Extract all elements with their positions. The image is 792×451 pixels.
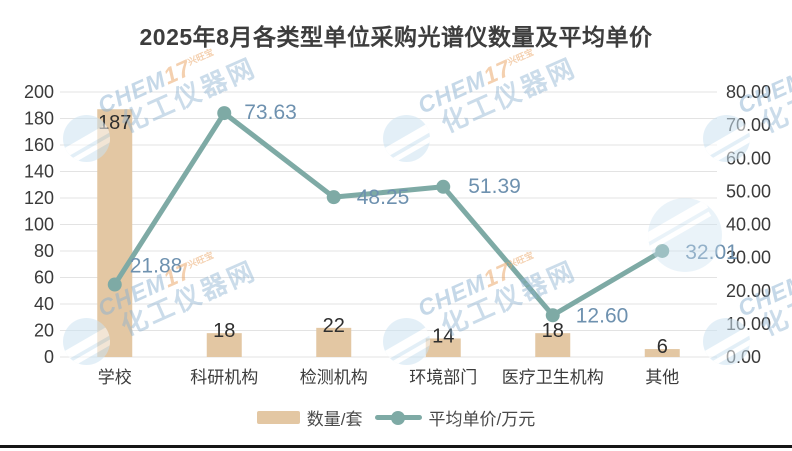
bar-value-label: 14 [432,325,454,347]
category-label: 科研机构 [190,368,258,387]
legend-line-dot-icon [391,410,405,425]
chart-title: 2025年8月各类型单位采购光谱仪数量及平均单价 [139,24,653,50]
bottom-divider [0,445,792,448]
legend: 数量/套 平均单价/万元 [0,405,792,430]
left-axis-tick: 40 [34,294,54,314]
category-label: 其他 [645,368,679,387]
bar-4 [535,333,571,357]
line-point-4 [545,308,560,323]
right-axis-tick: 70.00 [726,115,771,135]
line-value-label: 48.25 [357,186,410,209]
left-axis-tick: 100 [24,215,54,235]
right-axis-tick: 60.00 [726,148,771,168]
legend-avg-price-label: 平均单价/万元 [428,410,536,429]
right-axis-tick: 50.00 [726,181,771,201]
left-axis-tick: 20 [34,321,54,341]
bar-5 [644,349,680,357]
left-axis-tick: 120 [24,188,54,208]
left-axis-tick: 60 [34,268,54,288]
legend-item-avg-price[interactable]: 平均单价/万元 [374,405,536,430]
right-axis-tick: 40.00 [726,215,771,235]
left-axis-tick: 0 [44,347,54,367]
line-point-1 [217,106,232,121]
line-value-label: 21.88 [130,255,183,278]
legend-quantity-label: 数量/套 [306,410,363,429]
right-axis-tick: 80.00 [726,82,771,102]
bar-1 [206,333,242,357]
line-value-label: 12.60 [576,304,629,327]
line-point-5 [655,243,670,258]
category-label: 检测机构 [300,368,368,387]
legend-item-quantity[interactable]: 数量/套 [256,405,363,430]
right-axis-tick: 30.00 [726,248,771,268]
bar-value-label: 22 [323,315,345,337]
left-axis-tick: 180 [24,109,54,129]
bar-value-label: 18 [213,320,235,342]
line-value-label: 32.01 [685,241,738,264]
bar-3 [425,338,461,357]
bar-value-label: 6 [657,336,668,358]
left-axis-tick: 200 [24,82,54,102]
price-line [112,110,665,318]
left-axis-tick: 140 [24,162,54,182]
category-label: 环境部门 [409,368,477,387]
line-value-label: 73.63 [244,101,297,124]
line-point-2 [326,190,341,205]
line-value-label: 51.39 [468,175,521,198]
legend-line-swatch-icon [374,410,422,425]
category-label: 学校 [98,368,132,387]
bar-0 [97,109,133,357]
left-axis-tick: 80 [34,241,54,261]
line-point-0 [107,277,122,292]
bar-value-label: 18 [542,320,564,342]
right-axis-tick: 10.00 [726,314,771,334]
bar-value-label: 187 [98,112,131,134]
right-axis-tick: 0.00 [726,347,761,367]
right-axis-tick: 20.00 [726,281,771,301]
category-label: 医疗卫生机构 [502,368,604,387]
bar-2 [316,327,352,357]
line-point-3 [436,179,451,194]
left-axis-tick: 160 [24,135,54,155]
legend-bar-swatch-icon [256,411,300,424]
